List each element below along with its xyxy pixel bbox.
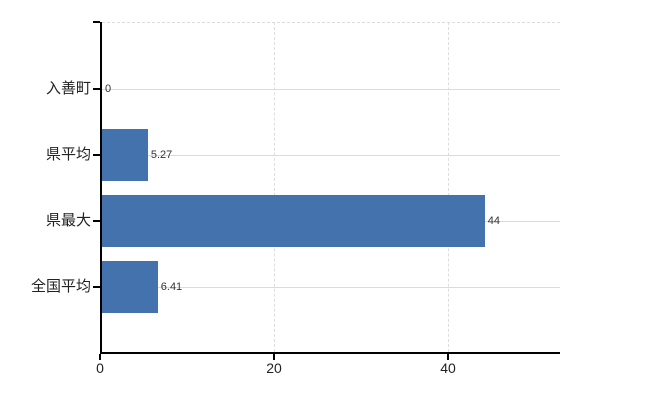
h-gridline [102, 89, 560, 90]
y-axis-tick [93, 220, 100, 222]
h-gridline [102, 287, 560, 288]
bar [102, 195, 485, 247]
plot-top-gridline [102, 22, 560, 23]
x-axis-tick [447, 354, 449, 360]
x-tick-label: 40 [440, 360, 456, 376]
y-axis-tick [93, 154, 100, 156]
y-axis-top-tick [93, 21, 100, 23]
plot-area: 0 5.27 44 6.41 [93, 21, 560, 354]
h-gridline [102, 155, 560, 156]
bar [102, 129, 148, 181]
category-label: 入善町 [45, 80, 91, 97]
x-axis-tick [99, 354, 101, 360]
category-label: 県最大 [45, 212, 91, 229]
x-axis-tick [273, 354, 275, 360]
bar-value-label: 5.27 [150, 149, 173, 161]
bar-value-label: 0 [105, 83, 112, 95]
category-label: 全国平均 [30, 278, 91, 295]
x-tick-label: 0 [96, 360, 104, 376]
y-axis-tick [93, 88, 100, 90]
v-gridline [274, 22, 275, 352]
x-tick-label: 20 [266, 360, 282, 376]
bar-value-label: 44 [487, 215, 501, 227]
bar-value-label: 6.41 [160, 281, 183, 293]
v-gridline [448, 22, 449, 352]
category-label: 県平均 [45, 146, 91, 163]
y-axis-tick [93, 286, 100, 288]
bar [102, 261, 158, 313]
